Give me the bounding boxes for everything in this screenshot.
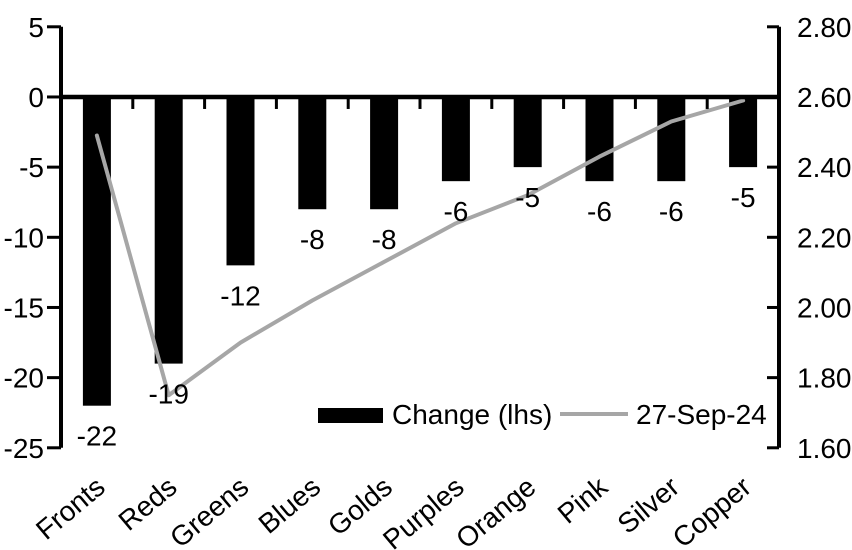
legend-label-date: 27-Sep-24 (636, 399, 767, 430)
category-label-copper: Copper (667, 471, 757, 550)
line-series (94, 98, 746, 398)
right-axis-tick-label: 2.20 (797, 222, 852, 253)
bar-copper (729, 96, 758, 168)
left-axis-tick-label: -5 (19, 152, 44, 183)
left-axis-tick-label: 5 (28, 12, 44, 43)
category-label-orange: Orange (450, 471, 541, 550)
right-axis-tick-label: 2.60 (797, 82, 852, 113)
bar-value-label: -5 (515, 182, 540, 213)
right-axis-tick-label: 2.00 (797, 292, 852, 323)
right-axis-tick-label: 2.80 (797, 12, 852, 43)
bar-orange (513, 96, 542, 168)
bar-purples (441, 96, 470, 182)
category-label-blues: Blues (253, 471, 327, 540)
right-axis-tick-label: 1.60 (797, 433, 852, 464)
bar-silver (657, 96, 686, 182)
bar-value-label: -22 (77, 421, 117, 452)
right-axis-tick-label: 2.40 (797, 152, 852, 183)
left-axis-tick-label: -20 (4, 363, 44, 394)
bar-pink (585, 96, 614, 182)
bar-golds (370, 96, 399, 210)
right-axis-tick-label: 1.80 (797, 363, 852, 394)
category-label-pink: Pink (552, 470, 614, 529)
bar-value-label: -19 (148, 379, 188, 410)
bar-greens (226, 96, 255, 266)
bar-value-label: -8 (372, 224, 397, 255)
bar-value-label: -6 (587, 196, 612, 227)
bar-value-label: -12 (220, 280, 260, 311)
legend-label-change-lhs: Change (lhs) (392, 399, 552, 430)
category-label-fronts: Fronts (30, 471, 111, 546)
bar-value-label: -8 (300, 224, 325, 255)
bar-blues (298, 96, 327, 210)
bar-value-label: -6 (659, 196, 684, 227)
left-axis-tick-label: 0 (28, 82, 44, 113)
category-label-greens: Greens (164, 471, 254, 550)
legend-swatch-bar (318, 408, 383, 423)
bar-value-label: -5 (731, 182, 756, 213)
bar-reds (154, 96, 183, 364)
bar-fronts (82, 96, 111, 406)
bar-value-label: -6 (443, 196, 468, 227)
left-axis-tick-label: -25 (4, 433, 44, 464)
left-axis-tick-label: -10 (4, 222, 44, 253)
left-axis-tick-label: -15 (4, 292, 44, 323)
